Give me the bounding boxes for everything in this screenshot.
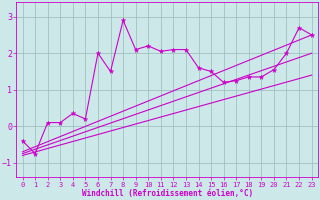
X-axis label: Windchill (Refroidissement éolien,°C): Windchill (Refroidissement éolien,°C): [82, 189, 253, 198]
